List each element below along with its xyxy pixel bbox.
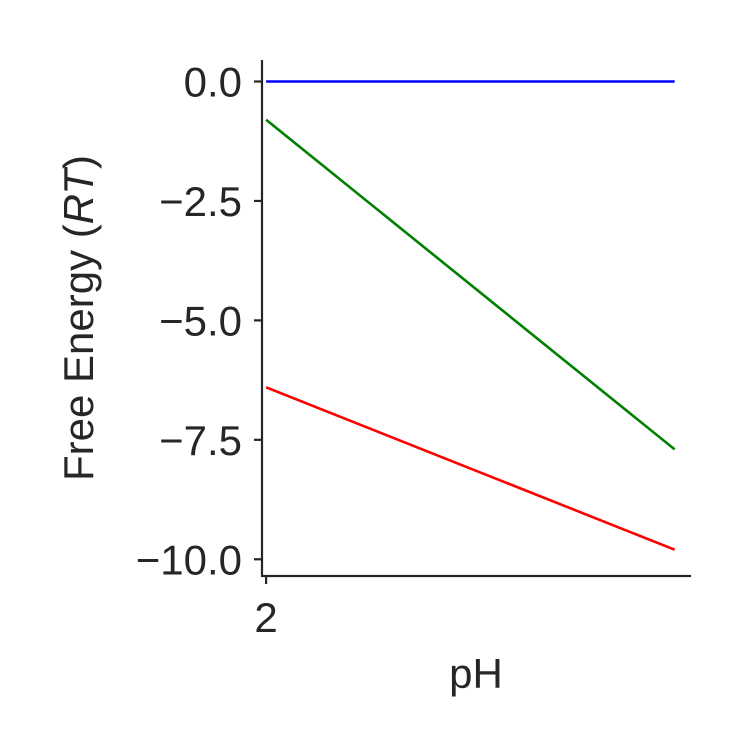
x-tick-label-1: 2 (254, 594, 277, 641)
y-axis-label-prefix: Free Energy ( (55, 224, 102, 481)
series-layer (265, 80, 676, 551)
axes-layer (260, 60, 691, 578)
series-line-3 (265, 386, 676, 551)
y-axis-label: Free Energy (RT) (55, 155, 102, 481)
y-axis-label-italic: RT (55, 166, 102, 225)
x-axis-label: pH (449, 650, 503, 697)
y-axis-label-suffix: ) (55, 155, 102, 169)
series-line-2 (265, 118, 676, 451)
y-tick-label-1: 0.0 (184, 59, 242, 106)
y-tick-label-5: −10.0 (136, 536, 242, 583)
y-tick-label-4: −7.5 (159, 417, 242, 464)
x-ticks: 2 (254, 576, 278, 641)
y-tick-label-2: −2.5 (159, 178, 242, 225)
y-ticks: 0.0 −2.5 −5.0 −7.5 −10.0 (136, 59, 262, 583)
y-tick-label-3: −5.0 (159, 297, 242, 344)
